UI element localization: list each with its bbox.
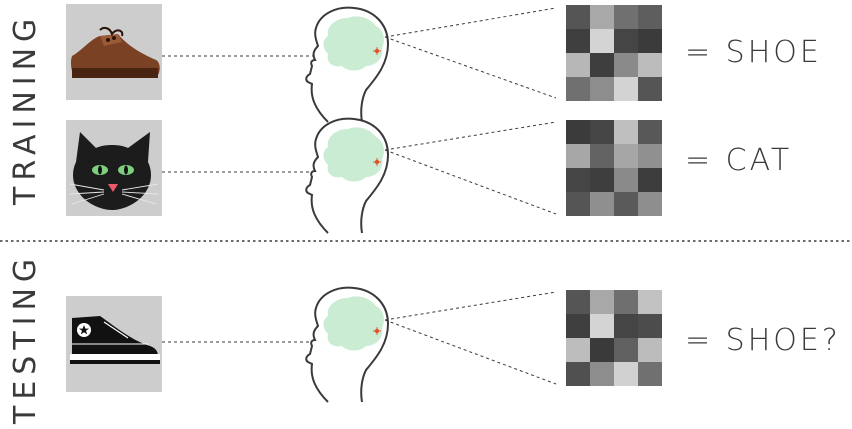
cat-icon [69, 132, 159, 210]
row-sneaker: = SHOE? [66, 286, 841, 403]
training-label: TRAINING [8, 13, 43, 206]
testing-label: TESTING [8, 253, 43, 425]
head-with-brain [305, 117, 389, 234]
activation-grid [566, 120, 662, 216]
activation-grid [566, 5, 662, 101]
row-label: = CAT [685, 143, 792, 178]
head-with-brain [305, 286, 389, 403]
sneaker-icon [70, 316, 160, 364]
row-label: = SHOE [685, 35, 822, 70]
head-with-brain [305, 6, 389, 123]
activation-grid [566, 290, 662, 386]
row-cat: = CAT [66, 117, 792, 234]
shoe-icon [70, 26, 160, 78]
row-shoe: = SHOE [66, 4, 822, 123]
row-label: = SHOE? [685, 323, 841, 358]
